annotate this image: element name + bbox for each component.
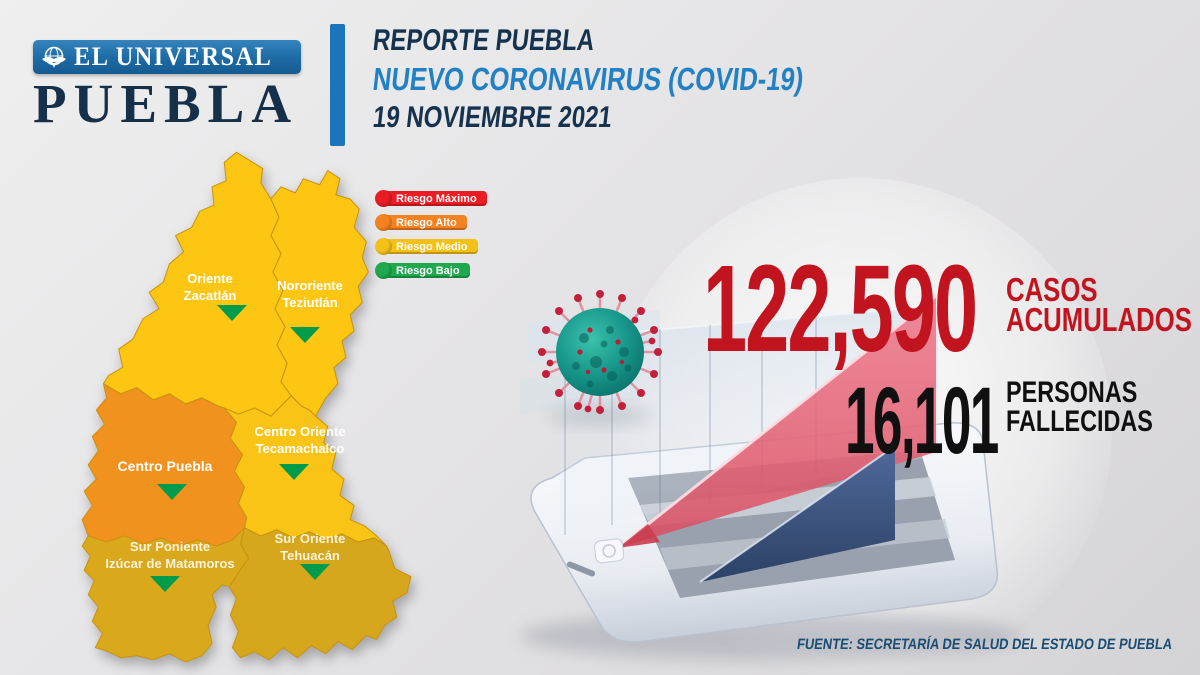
legend-pill: Riesgo Medio: [382, 239, 478, 254]
legend-pill: Riesgo Bajo: [382, 263, 470, 278]
tablet-home-button: [594, 538, 625, 564]
cases-label: CASOS ACUMULADOS: [1006, 271, 1192, 339]
map-region-sur-oriente-tehuacan: [228, 527, 412, 661]
legend-item-riesgo-maximo: Riesgo Máximo: [375, 190, 487, 207]
legend-pill: Riesgo Máximo: [382, 191, 487, 206]
trend-down-icon: [157, 484, 187, 500]
puebla-risk-map: Oriente Zacatlán Nororiente Teziutlán Ce…: [72, 140, 412, 668]
trend-down-icon: [290, 327, 320, 343]
eagle-globe-icon: [42, 46, 66, 68]
source-attribution: FUENTE: SECRETARÍA DE SALUD DEL ESTADO D…: [795, 636, 1174, 653]
risk-legend: Riesgo Máximo Riesgo Alto Riesgo Medio R…: [375, 190, 487, 279]
trend-down-icon: [300, 564, 330, 580]
legend-dot: [375, 190, 392, 207]
tablet-speaker-slot: [566, 561, 596, 577]
trend-down-icon: [279, 464, 309, 480]
region-label-nororiente-teziutlan: Nororiente Teziutlán: [277, 278, 343, 310]
region-label-oriente-zacatlan: Oriente Zacatlán: [183, 271, 237, 303]
legend-item-riesgo-bajo: Riesgo Bajo: [375, 262, 487, 279]
masthead-banner: EL UNIVERSAL: [33, 40, 301, 74]
legend-pill: Riesgo Alto: [382, 215, 467, 230]
region-label-centro-oriente: Centro Oriente Tecamachalco: [254, 424, 346, 456]
legend-item-riesgo-medio: Riesgo Medio: [375, 238, 487, 255]
report-date: 19 NOVIEMBRE 2021: [371, 101, 614, 134]
deaths-label: PERSONAS FALLECIDAS: [1006, 376, 1153, 438]
brand-region-wordmark: PUEBLA: [33, 73, 299, 134]
masthead-title: EL UNIVERSAL: [74, 42, 273, 71]
brand-block: EL UNIVERSAL PUEBLA: [33, 40, 301, 131]
legend-dot: [375, 238, 392, 255]
region-label-centro-puebla: Centro Puebla: [117, 458, 213, 474]
region-label-sur-oriente: Sur Oriente Tehuacán: [274, 531, 346, 563]
trend-down-icon: [150, 576, 180, 592]
map-region-nororiente-teziutlan: [270, 170, 369, 417]
legend-item-riesgo-alto: Riesgo Alto: [375, 214, 487, 231]
map-region-sur-poniente-izucar: [81, 527, 250, 663]
trend-down-icon: [217, 305, 247, 321]
region-label-sur-poniente: Sur Poniente Izúcar de Matamoros: [105, 539, 235, 571]
report-subtitle: NUEVO CORONAVIRUS (COVID-19): [370, 61, 806, 97]
legend-dot: [375, 214, 392, 231]
deaths-value: 16,101: [845, 368, 999, 474]
accumulated-cases-stat: 122,590 CASOS ACUMULADOS: [703, 248, 1192, 371]
report-title-block: REPORTE PUEBLA NUEVO CORONAVIRUS (COVID-…: [330, 24, 911, 146]
legend-dot: [375, 262, 392, 279]
coronavirus-icon: [538, 290, 662, 425]
cases-value: 122,590: [703, 241, 978, 378]
report-title: REPORTE PUEBLA: [371, 24, 597, 57]
title-accent-bar: [330, 24, 345, 146]
deaths-stat: 16,101 PERSONAS FALLECIDAS: [845, 374, 1185, 469]
